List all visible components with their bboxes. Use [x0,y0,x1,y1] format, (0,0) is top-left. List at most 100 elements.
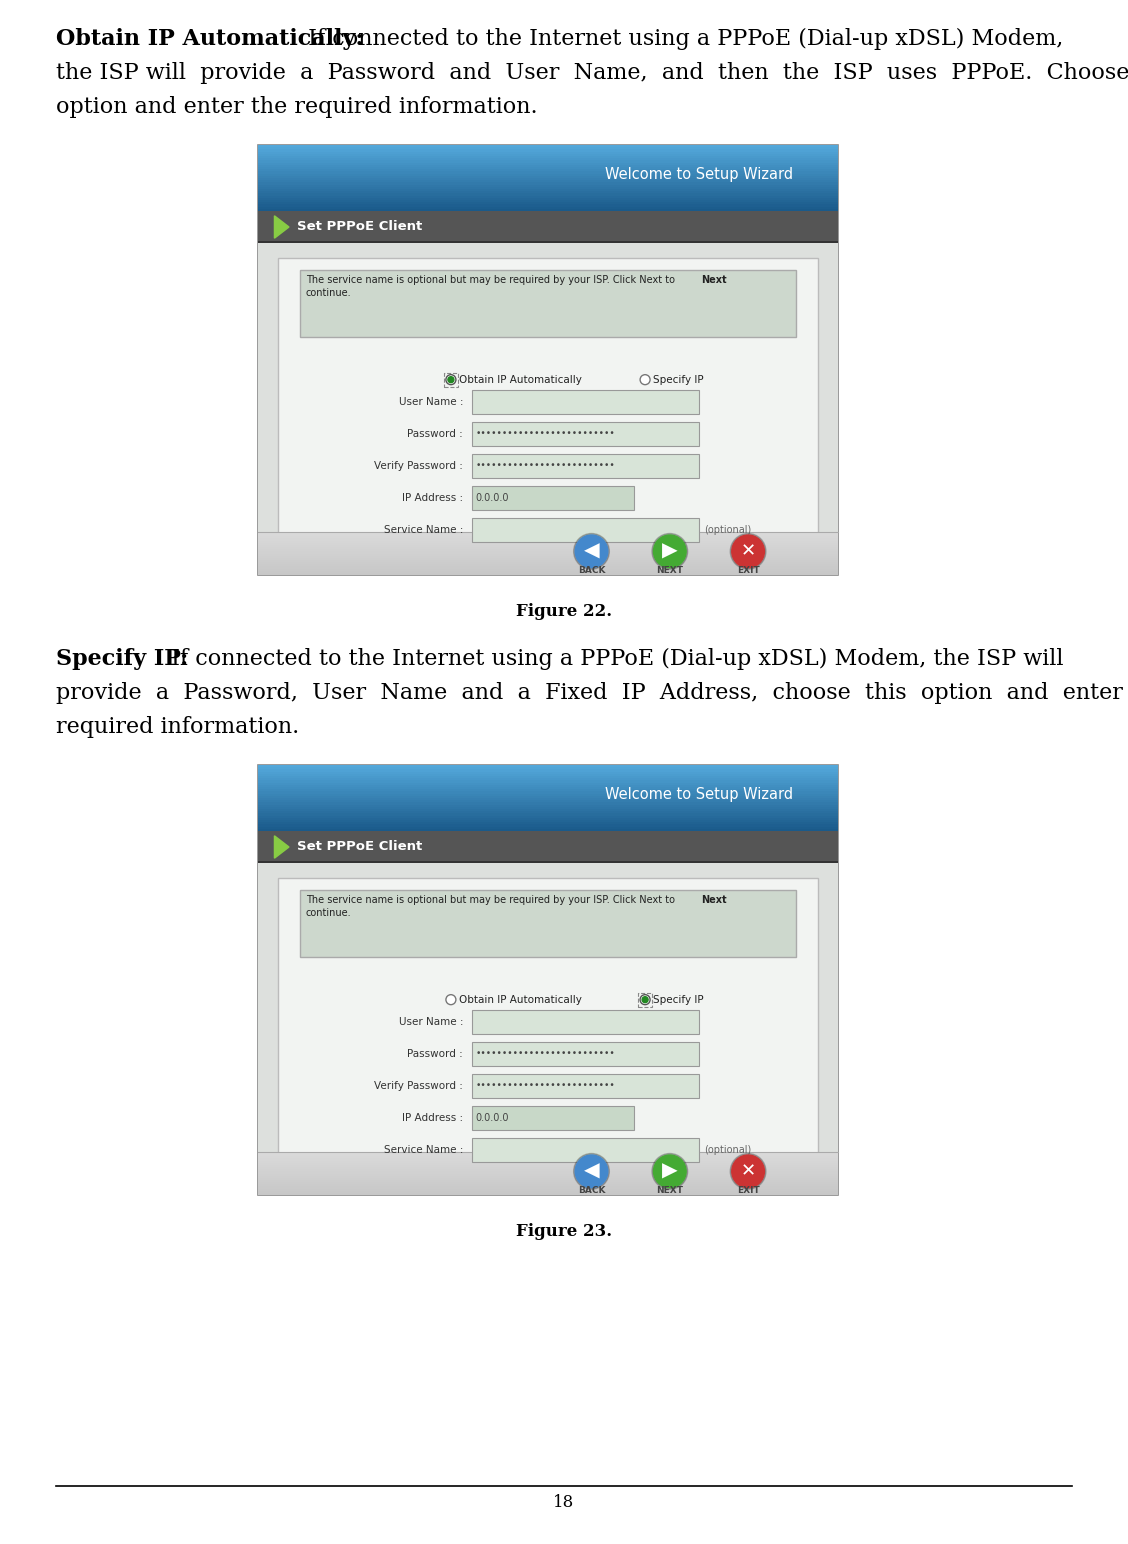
Bar [258,564,838,567]
Bar [258,824,838,826]
Bar [258,769,838,772]
Bar [258,145,838,147]
Text: BACK: BACK [578,1186,606,1195]
Circle shape [730,1153,766,1189]
Bar [258,205,838,208]
Bar [258,199,838,202]
Bar [258,195,838,198]
Bar [258,820,838,823]
Bar [258,567,838,568]
Bar [258,556,838,557]
Text: ••••••••••••••••••••••••••: •••••••••••••••••••••••••• [476,429,615,438]
Text: ◀: ◀ [583,1161,599,1181]
Bar [279,258,818,562]
Text: If connected to the Internet using a PPPoE (Dial-up xDSL) Modem,: If connected to the Internet using a PPP… [301,28,1064,49]
Circle shape [574,1153,609,1189]
Bar [258,791,838,794]
Bar [258,570,838,573]
Bar [258,1156,838,1158]
Bar [258,774,838,777]
Bar [473,454,699,479]
Bar [258,176,838,178]
Text: Welcome to Setup Wizard: Welcome to Setup Wizard [605,167,793,182]
Bar [258,204,838,207]
Text: Specify IP: Specify IP [653,994,704,1005]
Text: Verify Password :: Verify Password : [374,460,464,471]
Text: The service name is optional but may be required by your ISP. Click Next to: The service name is optional but may be … [306,896,675,905]
Text: Figure 22.: Figure 22. [515,604,613,621]
Bar [258,812,838,815]
Bar [258,173,838,176]
Text: Obtain IP Automatically: Obtain IP Automatically [459,994,582,1005]
Bar [258,553,838,556]
Text: ◀: ◀ [583,542,599,560]
Bar [258,184,838,187]
Bar [258,1187,838,1190]
Bar [258,536,838,539]
Bar [258,1184,838,1186]
Bar [258,179,838,182]
Bar [258,531,838,534]
Bar [258,1163,838,1164]
Text: IP Address :: IP Address : [402,1113,464,1122]
Bar [473,1010,699,1034]
Bar [258,208,838,212]
Bar [258,1158,838,1161]
Bar [258,573,838,574]
Bar [258,548,838,551]
Bar [258,1152,838,1155]
Bar [258,162,838,165]
Bar [258,806,838,809]
Bar [258,161,838,162]
Text: 0.0.0.0: 0.0.0.0 [476,1113,509,1122]
Text: ✕: ✕ [740,542,756,560]
Bar [258,542,838,545]
Bar [258,187,838,188]
Bar [300,270,796,337]
Text: ✕: ✕ [740,1163,756,1180]
Circle shape [575,536,608,568]
Bar [258,156,838,157]
Bar [473,422,699,446]
Bar [258,794,838,795]
Bar [258,764,838,1195]
Text: Set PPPoE Client: Set PPPoE Client [298,221,423,233]
Text: ▶: ▶ [662,542,678,560]
Bar [258,547,838,550]
Text: NEXT: NEXT [656,567,684,576]
Bar [258,784,838,787]
Bar [258,778,838,780]
Text: Set PPPoE Client: Set PPPoE Client [298,840,423,854]
Text: User Name :: User Name : [398,397,464,408]
Circle shape [640,994,650,1005]
Bar [258,1173,838,1175]
Text: The service name is optional but may be required by your ISP. Click Next to: The service name is optional but may be … [306,275,675,286]
Text: Password :: Password : [407,429,464,438]
Bar [258,178,838,181]
Bar [258,157,838,161]
Bar [473,1106,634,1130]
Bar [258,831,838,863]
Circle shape [652,534,688,570]
Bar [258,783,838,784]
Bar [473,1042,699,1065]
Circle shape [653,1155,686,1187]
Bar [258,145,838,574]
Text: Specify IP:: Specify IP: [56,648,188,670]
Bar [258,800,838,803]
Circle shape [730,534,766,570]
Bar [258,801,838,804]
Bar [258,798,838,800]
Bar [258,167,838,170]
Bar [258,559,838,562]
Bar [258,795,838,798]
Bar [258,562,838,564]
Bar [258,168,838,171]
Bar [258,1153,838,1156]
Bar [258,780,838,783]
Bar [258,557,838,560]
Text: Service Name :: Service Name : [384,525,464,534]
Text: ••••••••••••••••••••••••••: •••••••••••••••••••••••••• [476,462,615,471]
Bar [258,545,838,547]
Bar [258,789,838,792]
